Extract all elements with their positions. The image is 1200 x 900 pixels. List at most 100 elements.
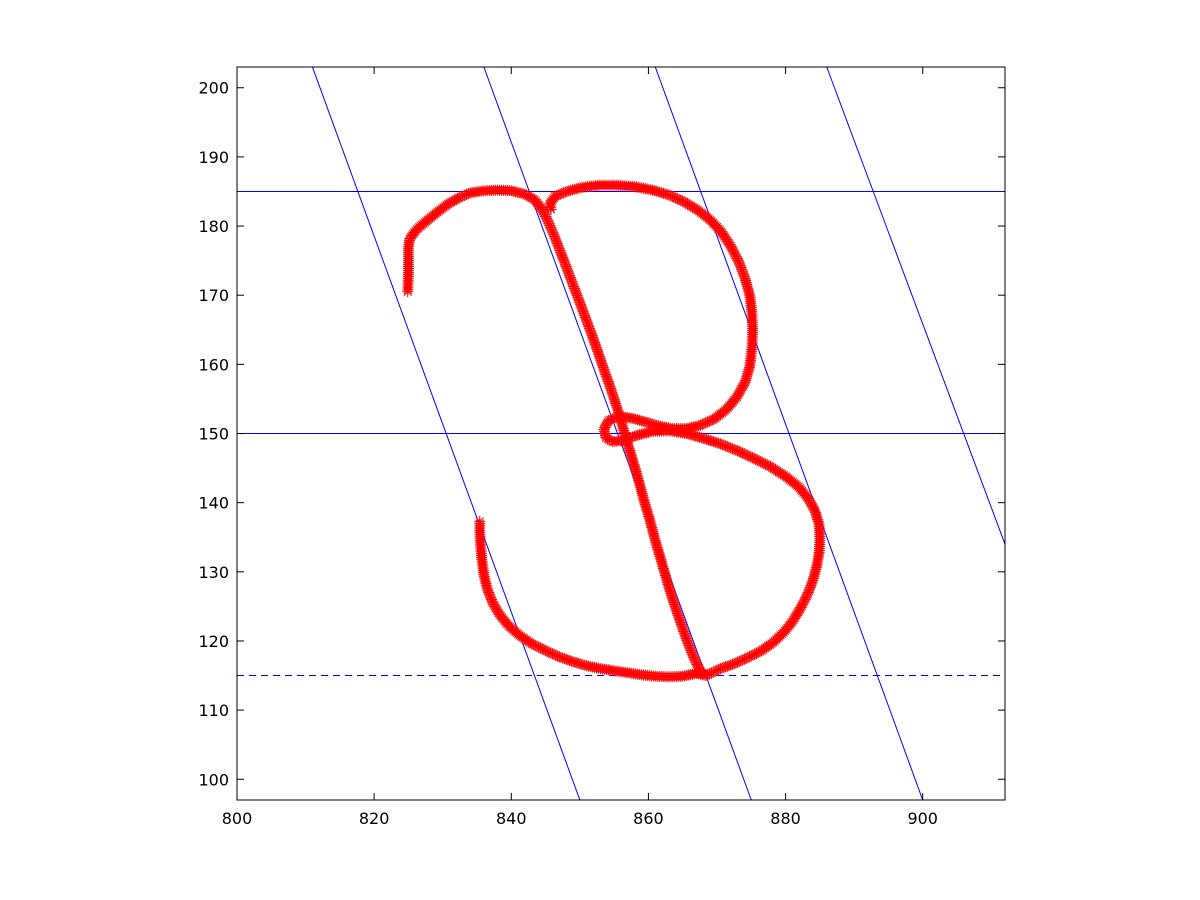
data-point xyxy=(551,236,563,248)
y-tick-label: 120 xyxy=(198,632,229,651)
data-point xyxy=(625,450,637,462)
data-point xyxy=(582,319,594,331)
data-point xyxy=(601,418,613,430)
data-point xyxy=(695,432,707,444)
data-point xyxy=(650,538,662,550)
y-tick-label: 130 xyxy=(198,563,229,582)
data-point xyxy=(674,615,686,627)
data-point xyxy=(576,181,588,193)
data-point xyxy=(545,647,557,659)
data-point xyxy=(732,656,744,668)
data-point xyxy=(574,297,586,309)
data-point xyxy=(711,664,723,676)
data-point xyxy=(798,595,810,607)
data-point xyxy=(648,185,660,197)
data-point xyxy=(608,394,620,406)
data-point xyxy=(562,264,574,276)
data-point xyxy=(744,651,756,663)
data-point xyxy=(557,652,569,664)
data-point xyxy=(568,281,580,293)
data-point xyxy=(653,549,665,561)
data-point xyxy=(639,416,651,428)
data-point xyxy=(682,636,694,648)
data-point xyxy=(542,216,554,228)
data-point xyxy=(810,508,822,520)
data-point xyxy=(742,284,754,296)
data-point xyxy=(743,450,755,462)
data-point xyxy=(599,422,611,434)
data-point xyxy=(606,386,618,398)
data-point xyxy=(577,304,589,316)
data-point xyxy=(670,602,682,614)
data-point xyxy=(702,669,714,681)
data-point xyxy=(734,258,746,270)
data-point xyxy=(649,419,661,431)
data-point xyxy=(597,360,609,372)
data-point xyxy=(732,389,744,401)
data-point xyxy=(559,186,571,198)
data-point xyxy=(483,588,495,600)
data-point xyxy=(661,188,673,200)
data-point xyxy=(558,653,570,665)
data-point xyxy=(575,300,587,312)
data-point xyxy=(677,624,689,636)
data-point xyxy=(760,458,772,470)
data-point xyxy=(669,600,681,612)
data-point xyxy=(804,496,816,508)
data-point xyxy=(808,569,820,581)
data-point xyxy=(628,430,640,442)
data-point xyxy=(807,573,819,585)
data-point xyxy=(578,308,590,320)
data-point xyxy=(617,423,629,435)
data-point xyxy=(487,597,499,609)
data-point xyxy=(550,649,562,661)
data-point xyxy=(541,645,553,657)
y-tick-label: 160 xyxy=(198,355,229,374)
data-point xyxy=(676,622,688,634)
data-point xyxy=(744,290,756,302)
y-axis: 100 110 120 130 140 150 160 170 180 190 200 xyxy=(198,79,1005,789)
data-point xyxy=(592,345,604,357)
data-point xyxy=(720,440,732,452)
data-point xyxy=(797,597,809,609)
data-point xyxy=(587,333,599,345)
data-point xyxy=(548,230,560,242)
data-point xyxy=(723,441,735,453)
data-point xyxy=(580,313,592,325)
data-point xyxy=(725,659,737,671)
data-point xyxy=(642,509,654,521)
data-point xyxy=(641,504,653,516)
data-point xyxy=(589,337,601,349)
data-point xyxy=(668,598,680,610)
y-tick-label: 110 xyxy=(198,701,229,720)
data-point xyxy=(737,447,749,459)
data-point xyxy=(563,185,575,197)
data-point xyxy=(738,269,750,281)
data-point xyxy=(736,265,748,277)
data-point xyxy=(564,270,576,282)
y-tick-label: 100 xyxy=(198,770,229,789)
data-point xyxy=(652,186,664,198)
data-point xyxy=(742,652,754,664)
data-point xyxy=(690,657,702,669)
data-point xyxy=(755,456,767,468)
data-point xyxy=(678,196,690,208)
data-point xyxy=(741,278,753,290)
data-point xyxy=(743,288,755,300)
data-point xyxy=(611,403,623,415)
data-point xyxy=(566,275,578,287)
x-tick-label: 820 xyxy=(359,809,390,828)
data-point xyxy=(702,434,714,446)
data-point xyxy=(705,415,717,427)
data-point xyxy=(693,431,705,443)
data-point xyxy=(598,365,610,377)
data-point xyxy=(680,631,692,643)
data-point xyxy=(665,190,677,202)
data-point xyxy=(619,428,631,440)
data-point xyxy=(605,383,617,395)
data-point xyxy=(805,580,817,592)
data-point xyxy=(747,649,759,661)
data-point xyxy=(534,642,546,654)
data-point xyxy=(531,640,543,652)
